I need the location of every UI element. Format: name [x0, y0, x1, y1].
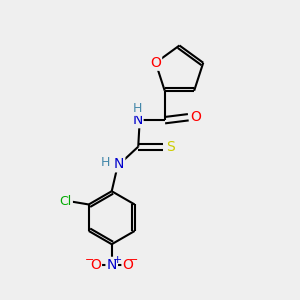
Text: H: H — [133, 102, 142, 115]
Text: S: S — [166, 140, 175, 154]
Text: N: N — [132, 113, 142, 127]
Text: O: O — [190, 110, 201, 124]
Text: O: O — [90, 258, 101, 272]
Text: +: + — [112, 254, 122, 265]
Text: O: O — [150, 56, 161, 70]
Text: N: N — [106, 258, 117, 272]
Text: O: O — [122, 258, 134, 272]
Text: H: H — [101, 156, 110, 170]
Text: −: − — [85, 254, 94, 265]
Text: N: N — [114, 158, 124, 171]
Text: Cl: Cl — [60, 195, 72, 208]
Text: −: − — [129, 254, 139, 265]
